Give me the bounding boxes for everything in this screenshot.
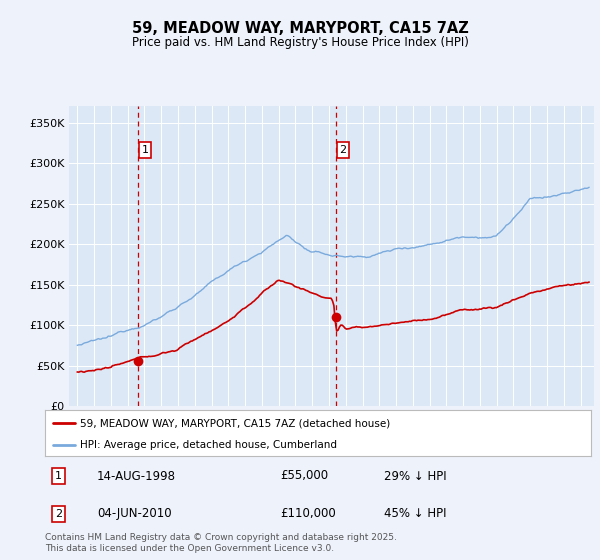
Text: 59, MEADOW WAY, MARYPORT, CA15 7AZ: 59, MEADOW WAY, MARYPORT, CA15 7AZ [131,21,469,36]
Text: £55,000: £55,000 [280,469,328,483]
Text: 1: 1 [142,145,148,155]
Text: 04-JUN-2010: 04-JUN-2010 [97,507,172,520]
Text: 59, MEADOW WAY, MARYPORT, CA15 7AZ (detached house): 59, MEADOW WAY, MARYPORT, CA15 7AZ (deta… [80,418,391,428]
Text: £110,000: £110,000 [280,507,335,520]
Text: 2: 2 [340,145,347,155]
Text: 45% ↓ HPI: 45% ↓ HPI [383,507,446,520]
Text: HPI: Average price, detached house, Cumberland: HPI: Average price, detached house, Cumb… [80,440,337,450]
Text: Price paid vs. HM Land Registry's House Price Index (HPI): Price paid vs. HM Land Registry's House … [131,36,469,49]
Text: Contains HM Land Registry data © Crown copyright and database right 2025.
This d: Contains HM Land Registry data © Crown c… [45,533,397,553]
Text: 2: 2 [55,509,62,519]
Text: 1: 1 [55,471,62,481]
Text: 14-AUG-1998: 14-AUG-1998 [97,469,176,483]
Text: 29% ↓ HPI: 29% ↓ HPI [383,469,446,483]
